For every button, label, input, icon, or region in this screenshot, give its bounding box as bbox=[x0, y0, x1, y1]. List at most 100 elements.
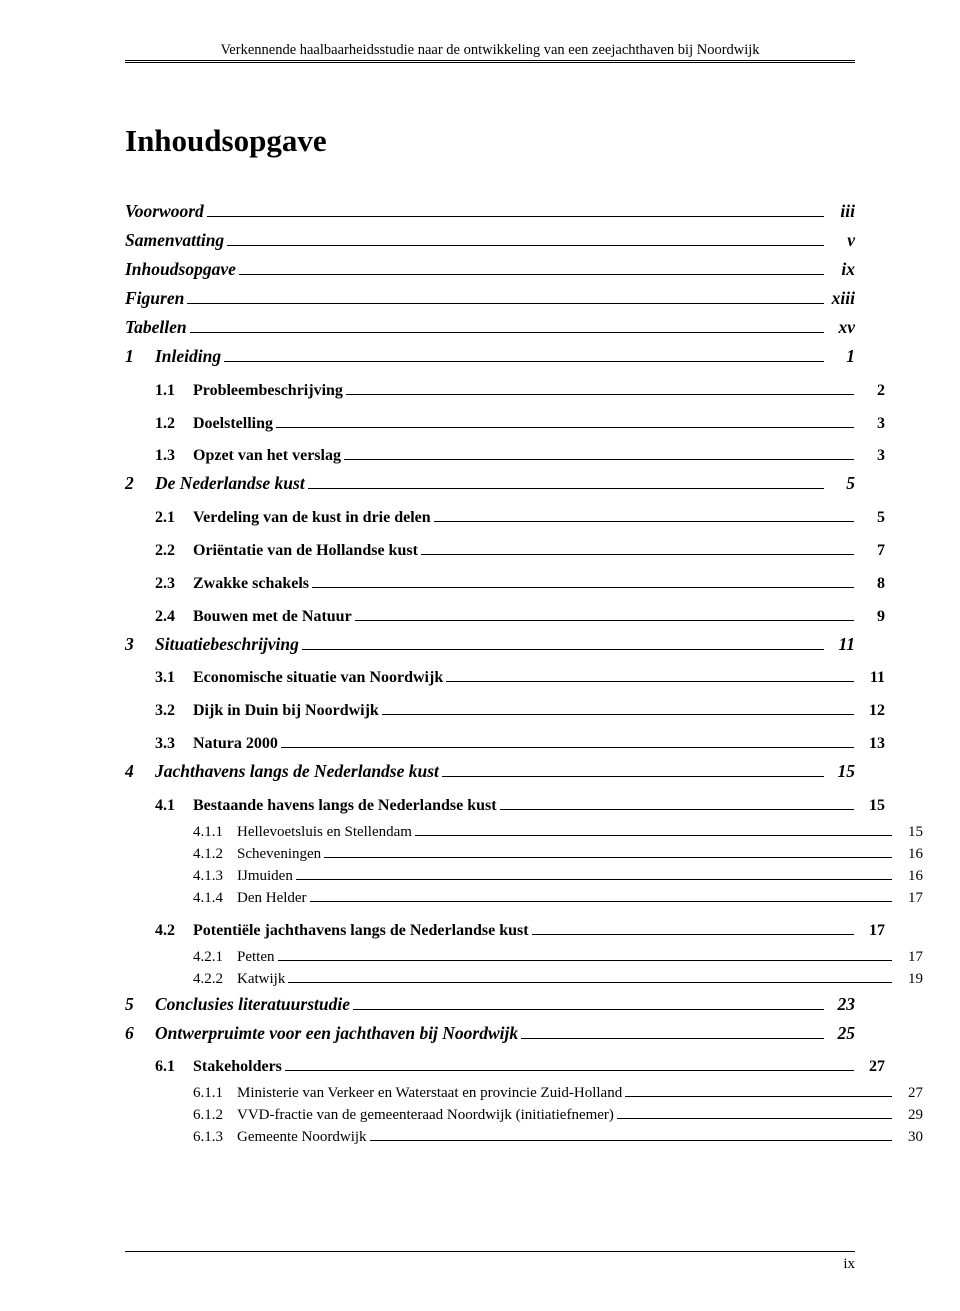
toc-page: 30 bbox=[895, 1129, 923, 1146]
toc-label: Jachthavens langs de Nederlandse kust bbox=[155, 761, 439, 782]
toc-leader bbox=[227, 231, 824, 246]
toc-leader bbox=[382, 701, 854, 715]
toc-number: 4.1.2 bbox=[193, 846, 237, 863]
toc-leader bbox=[625, 1084, 892, 1097]
toc-page: 17 bbox=[857, 922, 885, 940]
toc-leader bbox=[415, 823, 892, 836]
toc-leader bbox=[344, 447, 854, 461]
toc-row: Figurenxiii bbox=[125, 288, 855, 309]
toc-label: IJmuiden bbox=[237, 868, 293, 885]
toc-number: 6.1 bbox=[155, 1058, 193, 1076]
toc-leader bbox=[446, 669, 854, 683]
toc-page: 5 bbox=[827, 473, 855, 494]
toc-row: 4Jachthavens langs de Nederlandse kust15 bbox=[125, 761, 855, 782]
toc-page: 7 bbox=[857, 542, 885, 560]
toc-row: 6.1.3Gemeente Noordwijk30 bbox=[125, 1128, 923, 1146]
toc-page: 15 bbox=[857, 797, 885, 815]
toc-label: Ontwerpruimte voor een jachthaven bij No… bbox=[155, 1023, 518, 1044]
toc-number: 3.3 bbox=[155, 735, 193, 753]
toc-leader bbox=[276, 414, 854, 428]
toc-row: 4.1.2Scheveningen16 bbox=[125, 845, 923, 863]
toc-leader bbox=[500, 796, 854, 810]
toc-number: 1.1 bbox=[155, 382, 193, 400]
toc-label: Voorwoord bbox=[125, 201, 204, 222]
toc-page: 16 bbox=[895, 846, 923, 863]
toc-page: 16 bbox=[895, 868, 923, 885]
toc-number: 6.1.2 bbox=[193, 1107, 237, 1124]
toc-page: 17 bbox=[895, 949, 923, 966]
toc-number: 4.2.1 bbox=[193, 949, 237, 966]
toc-label: Zwakke schakels bbox=[193, 575, 309, 593]
toc-row: 6Ontwerpruimte voor een jachthaven bij N… bbox=[125, 1023, 855, 1044]
toc-row: 1.1Probleembeschrijving2 bbox=[125, 381, 885, 400]
toc-page: 2 bbox=[857, 382, 885, 400]
toc-number: 2.1 bbox=[155, 509, 193, 527]
toc-label: Natura 2000 bbox=[193, 735, 278, 753]
toc-leader bbox=[370, 1128, 892, 1141]
toc-row: 2.4Bouwen met de Natuur9 bbox=[125, 607, 885, 626]
toc-number: 4.1 bbox=[155, 797, 193, 815]
toc-page: xv bbox=[827, 317, 855, 338]
toc-number: 2.3 bbox=[155, 575, 193, 593]
toc-number: 6.1.1 bbox=[193, 1085, 237, 1102]
toc-label: Hellevoetsluis en Stellendam bbox=[237, 824, 412, 841]
toc-row: 4.1.3IJmuiden16 bbox=[125, 867, 923, 885]
toc-row: Inhoudsopgaveix bbox=[125, 259, 855, 280]
page-title: Inhoudsopgave bbox=[125, 123, 855, 159]
toc-number: 6.1.3 bbox=[193, 1129, 237, 1146]
toc-leader bbox=[308, 474, 824, 489]
toc-number: 4.1.1 bbox=[193, 824, 237, 841]
toc-leader bbox=[288, 970, 892, 983]
toc-label: Stakeholders bbox=[193, 1058, 282, 1076]
toc-number: 3.1 bbox=[155, 669, 193, 687]
toc-row: 6.1Stakeholders27 bbox=[125, 1058, 885, 1077]
toc-leader bbox=[312, 574, 854, 588]
toc-row: 4.1.4Den Helder17 bbox=[125, 889, 923, 907]
toc-page: 8 bbox=[857, 575, 885, 593]
toc-number: 4 bbox=[125, 761, 155, 782]
toc-row: 4.1.1Hellevoetsluis en Stellendam 15 bbox=[125, 823, 923, 841]
toc-leader bbox=[353, 995, 824, 1010]
toc-page: 9 bbox=[857, 608, 885, 626]
toc-row: 4.2.2Katwijk19 bbox=[125, 970, 923, 988]
toc-number: 3.2 bbox=[155, 702, 193, 720]
toc-label: Economische situatie van Noordwijk bbox=[193, 669, 443, 687]
toc-row: Tabellen xv bbox=[125, 317, 855, 338]
toc-page: 5 bbox=[857, 509, 885, 527]
toc-label: Bestaande havens langs de Nederlandse ku… bbox=[193, 797, 497, 815]
toc-number: 5 bbox=[125, 994, 155, 1015]
toc-page: 11 bbox=[827, 634, 855, 655]
toc-page: 15 bbox=[895, 824, 923, 841]
table-of-contents: Voorwoordiii Samenvatting v Inhoudsopgaveix… bbox=[125, 201, 855, 1146]
toc-number: 4.2 bbox=[155, 922, 193, 940]
toc-leader bbox=[617, 1106, 892, 1119]
toc-row: 4.2.1Petten17 bbox=[125, 948, 923, 966]
toc-row: Voorwoordiii bbox=[125, 201, 855, 222]
toc-row: 3Situatiebeschrijving11 bbox=[125, 634, 855, 655]
toc-leader bbox=[285, 1058, 854, 1072]
toc-label: Doelstelling bbox=[193, 415, 273, 433]
toc-label: Samenvatting bbox=[125, 230, 224, 251]
toc-label: Tabellen bbox=[125, 317, 187, 338]
toc-leader bbox=[296, 867, 892, 880]
toc-row: 5Conclusies literatuurstudie23 bbox=[125, 994, 855, 1015]
toc-label: Bouwen met de Natuur bbox=[193, 608, 352, 626]
toc-label: Oriëntatie van de Hollandse kust bbox=[193, 542, 418, 560]
toc-leader bbox=[187, 289, 824, 304]
toc-page: 3 bbox=[857, 447, 885, 465]
toc-label: Situatiebeschrijving bbox=[155, 634, 299, 655]
toc-leader bbox=[434, 508, 854, 522]
toc-number: 4.1.4 bbox=[193, 890, 237, 907]
toc-leader bbox=[190, 318, 824, 333]
toc-row: 2.2Oriëntatie van de Hollandse kust7 bbox=[125, 541, 885, 560]
toc-page: v bbox=[827, 230, 855, 251]
toc-page: 23 bbox=[827, 994, 855, 1015]
toc-leader bbox=[324, 845, 892, 858]
toc-label: VVD-fractie van de gemeenteraad Noordwij… bbox=[237, 1107, 614, 1124]
toc-leader bbox=[442, 762, 824, 777]
toc-number: 1.3 bbox=[155, 447, 193, 465]
toc-row: 2.3Zwakke schakels 8 bbox=[125, 574, 885, 593]
toc-row: 4.1Bestaande havens langs de Nederlandse… bbox=[125, 796, 885, 815]
toc-row: 4.2Potentiële jachthavens langs de Neder… bbox=[125, 921, 885, 940]
toc-row: 1.3Opzet van het verslag3 bbox=[125, 447, 885, 466]
